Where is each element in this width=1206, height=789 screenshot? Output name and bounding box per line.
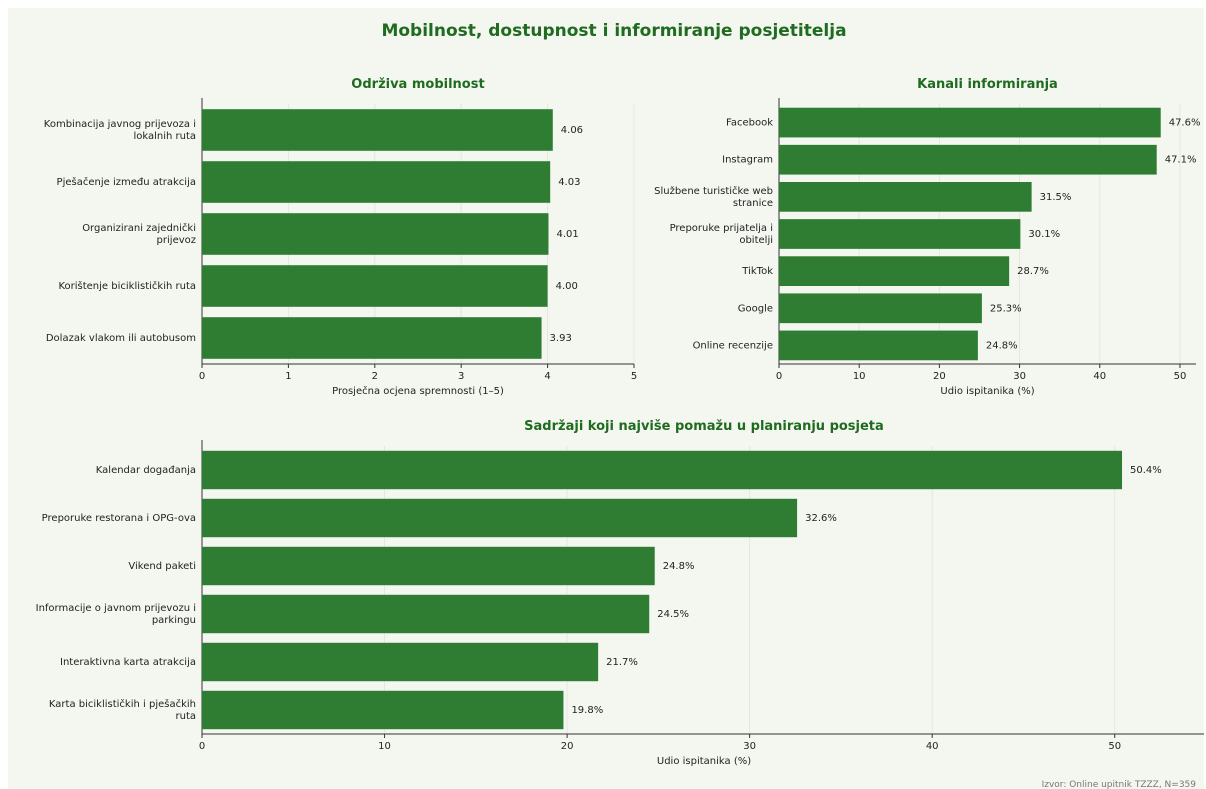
value-label: 4.00 — [556, 281, 578, 292]
bar — [202, 161, 551, 203]
chart-information-channels: Kanali informiranja 0 10 20 30 40 50 47.6% Faceb… — [654, 77, 1200, 397]
x-tick-label: 0 — [776, 371, 782, 382]
category-label: Facebook — [726, 118, 773, 129]
x-tick-label: 0 — [199, 741, 205, 752]
category-label: Karta biciklističkih i pješačkih ruta — [49, 698, 196, 722]
bar — [202, 594, 650, 634]
x-tick-label: 30 — [743, 741, 756, 752]
value-label: 4.03 — [558, 177, 580, 188]
value-label: 47.6% — [1169, 118, 1201, 129]
bar — [779, 330, 978, 361]
value-label: 19.8% — [571, 705, 603, 716]
x-tick-label: 5 — [631, 371, 637, 382]
value-label: 47.1% — [1165, 155, 1197, 166]
chart-canvas: Mobilnost, dostupnost i informiranje pos… — [36, 21, 1204, 789]
value-label: 21.7% — [606, 657, 638, 668]
x-tick-label: 50 — [1108, 741, 1121, 752]
category-label: Google — [738, 303, 773, 314]
category-label: Informacije o javnom prijevozu i parkingu — [36, 603, 196, 626]
category-label: Korištenje biciklističkih ruta — [58, 280, 196, 292]
value-label: 24.8% — [986, 340, 1018, 351]
x-axis-label: Udio ispitanika (%) — [940, 386, 1034, 397]
category-label: Online recenzije — [693, 340, 773, 351]
chart-sustainable-mobility: Održiva mobilnost 0 1 2 3 4 5 4.06 Kombinacija j… — [44, 77, 637, 397]
x-tick-label: 3 — [458, 371, 464, 382]
bar — [202, 317, 542, 359]
bar — [779, 144, 1157, 175]
x-tick-label: 10 — [853, 371, 866, 382]
figure-background: Mobilnost, dostupnost i informiranje pos… — [8, 8, 1204, 789]
x-tick-label: 50 — [1174, 371, 1187, 382]
x-axis-label: Udio ispitanika (%) — [657, 756, 751, 767]
x-tick-label: 2 — [372, 371, 378, 382]
bar — [202, 213, 549, 255]
chart-planning-content: Sadržaji koji najviše pomažu u planiranj… — [36, 419, 1204, 767]
subplot-title: Održiva mobilnost — [351, 77, 484, 92]
source-note: Izvor: Online upitnik TZZZ, N=359 — [1042, 780, 1197, 789]
subplot-title: Sadržaji koji najviše pomažu u planiranj… — [524, 419, 884, 434]
x-tick-label: 20 — [561, 741, 574, 752]
bar — [779, 182, 1032, 212]
bar — [202, 642, 599, 682]
bar — [779, 293, 982, 324]
x-tick-label: 20 — [933, 371, 946, 382]
value-label: 25.3% — [990, 303, 1022, 314]
bar — [202, 109, 553, 151]
category-label: Interaktivna karta atrakcija — [60, 657, 196, 668]
x-tick-label: 30 — [1013, 371, 1026, 382]
category-label: Dolazak vlakom ili autobusom — [46, 333, 196, 344]
category-label: Preporuke prijatelja i obitelji — [670, 223, 773, 246]
x-tick-label: 1 — [285, 371, 291, 382]
x-tick-label: 0 — [199, 371, 205, 382]
category-label: TikTok — [741, 266, 773, 277]
bar — [779, 107, 1161, 138]
value-label: 4.01 — [556, 229, 578, 240]
value-label: 50.4% — [1130, 465, 1162, 476]
value-label: 24.8% — [663, 561, 695, 572]
value-label: 32.6% — [805, 513, 837, 524]
value-label: 4.06 — [561, 125, 583, 136]
bar — [202, 690, 564, 730]
bar — [202, 498, 798, 538]
category-label: Vikend paketi — [128, 561, 196, 572]
x-tick-label: 10 — [378, 741, 391, 752]
figure-title: Mobilnost, dostupnost i informiranje pos… — [381, 21, 846, 41]
x-tick-label: 40 — [1093, 371, 1106, 382]
bar — [779, 256, 1010, 286]
category-label: Instagram — [722, 155, 773, 166]
bar — [202, 450, 1123, 490]
bar — [202, 546, 655, 586]
category-label: Kombinacija javnog prijevoza i lokalnih r… — [44, 119, 196, 142]
value-label: 3.93 — [550, 333, 572, 344]
category-label: Kalendar događanja — [96, 465, 196, 476]
value-label: 24.5% — [657, 609, 689, 620]
subplot-title: Kanali informiranja — [917, 77, 1058, 92]
value-label: 31.5% — [1040, 192, 1072, 203]
bar — [779, 219, 1021, 249]
category-label: Pješačenje između atrakcija — [57, 176, 196, 188]
category-label: Službene turističke web stranice — [654, 185, 773, 209]
x-tick-label: 4 — [544, 371, 550, 382]
value-label: 30.1% — [1028, 229, 1060, 240]
x-tick-label: 40 — [926, 741, 939, 752]
value-label: 28.7% — [1017, 266, 1049, 277]
category-label: Preporuke restorana i OPG-ova — [42, 513, 196, 524]
bar — [202, 265, 548, 307]
x-axis-label: Prosječna ocjena spremnosti (1–5) — [332, 385, 504, 397]
category-label: Organizirani zajednički prijevoz — [82, 222, 196, 246]
